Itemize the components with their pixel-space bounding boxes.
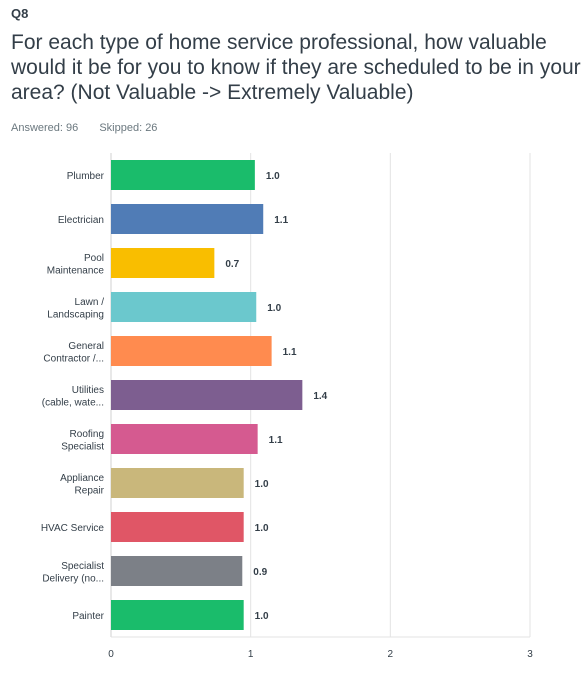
category-label: Specialist Delivery (no...: [42, 561, 104, 585]
bar: [111, 512, 244, 542]
category-label-line: Roofing: [70, 429, 104, 440]
category-label-line: Specialist: [61, 561, 104, 572]
answered-count: Answered: 96: [11, 122, 79, 134]
bar: [111, 204, 264, 234]
data-label: 1.1: [283, 347, 297, 358]
category-label-line: Pool: [84, 253, 104, 264]
response-stats: Answered: 96 Skipped: 26: [11, 122, 175, 134]
category-label: Pool Maintenance: [47, 253, 105, 277]
category-label-line: Lawn /: [75, 297, 105, 308]
question-text: For each type of home service profession…: [11, 31, 581, 104]
category-label: HVAC Service: [41, 523, 105, 534]
category-label-line: Landscaping: [47, 309, 104, 320]
category-label-line: Maintenance: [47, 265, 105, 276]
category-label-line: Electrician: [58, 215, 104, 226]
data-label: 1.0: [266, 171, 280, 182]
category-label: Utilities (cable, wate...: [42, 385, 104, 409]
category-label: Painter: [72, 611, 104, 622]
category-label-line: (cable, wate...: [42, 397, 104, 408]
category-label-line: Specialist: [61, 441, 104, 452]
data-label: 1.0: [255, 523, 269, 534]
category-label: Roofing Specialist: [61, 429, 104, 453]
bar: [111, 336, 272, 366]
data-label: 1.4: [313, 391, 327, 402]
data-label: 1.0: [255, 479, 269, 490]
category-label: Electrician: [58, 215, 104, 226]
data-label: 1.0: [267, 303, 281, 314]
category-label-line: Painter: [72, 611, 104, 622]
data-label: 1.1: [269, 435, 283, 446]
data-label: 1.1: [274, 215, 288, 226]
data-label: 0.9: [253, 567, 267, 578]
category-label-line: General: [68, 341, 104, 352]
category-label-line: Repair: [75, 485, 105, 496]
bar: [111, 600, 244, 630]
category-label-line: Plumber: [67, 171, 105, 182]
x-tick-label: 3: [527, 649, 533, 660]
category-label-line: Delivery (no...: [42, 573, 104, 584]
category-label: Plumber: [67, 171, 105, 182]
skipped-count: Skipped: 26: [99, 122, 158, 134]
category-label-line: Utilities: [72, 385, 104, 396]
bar: [111, 160, 255, 190]
category-label: Lawn / Landscaping: [47, 297, 104, 321]
bar: [111, 468, 244, 498]
data-label: 0.7: [225, 259, 239, 270]
category-label: General Contractor /...: [43, 341, 104, 365]
bar: [111, 556, 243, 586]
bar: [111, 424, 258, 454]
x-tick-label: 2: [388, 649, 394, 660]
question-number: Q8: [11, 6, 29, 21]
category-label-line: Contractor /...: [43, 353, 104, 364]
bar: [111, 380, 303, 410]
category-label-line: HVAC Service: [41, 523, 105, 534]
category-label-line: Appliance: [60, 473, 104, 484]
x-tick-label: 0: [108, 649, 114, 660]
bar: [111, 248, 215, 278]
category-label: Appliance Repair: [60, 473, 105, 497]
data-label: 1.0: [255, 611, 269, 622]
bar: [111, 292, 257, 322]
x-tick-label: 1: [248, 649, 254, 660]
